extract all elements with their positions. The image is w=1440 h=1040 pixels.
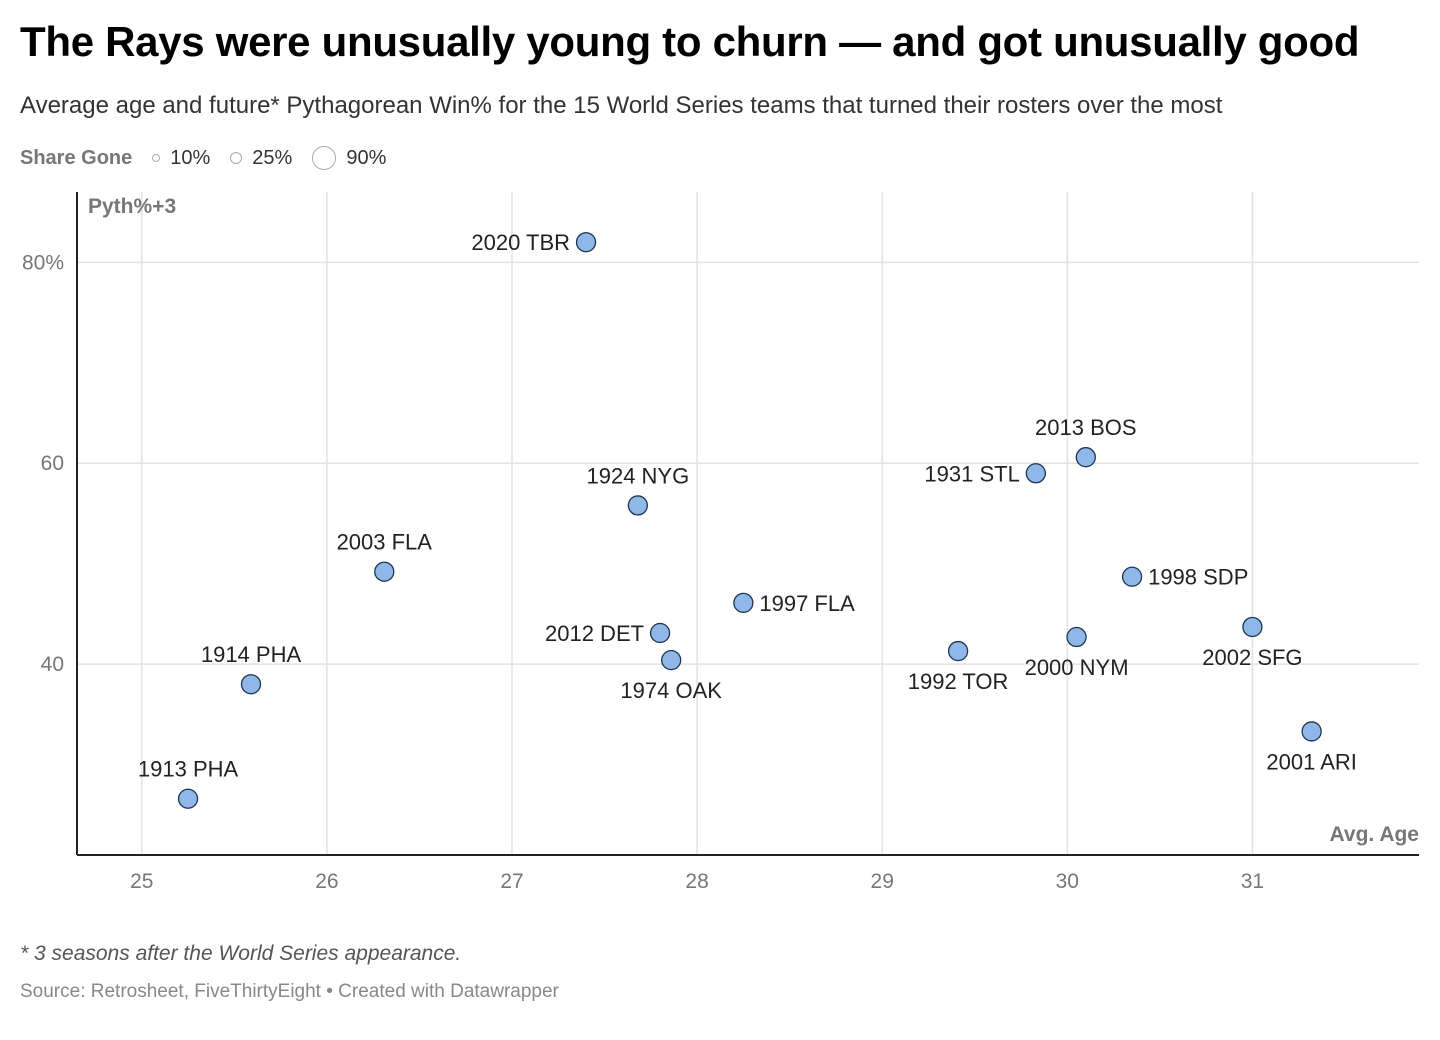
legend-item-large: 90% <box>312 146 386 170</box>
data-labels: 2020 TBR 2013 BOS 1931 STL 1924 NYG 2003 FLA… <box>138 230 1357 782</box>
grid-lines <box>77 192 1419 855</box>
data-point[interactable] <box>240 674 262 695</box>
data-point[interactable] <box>1242 616 1263 638</box>
data-point[interactable] <box>1301 721 1322 742</box>
data-point[interactable] <box>1121 566 1143 587</box>
x-tick-label: 28 <box>685 870 708 893</box>
data-label: 1992 TOR <box>908 669 1009 694</box>
legend-label-small: 10% <box>170 146 211 169</box>
data-label: 2013 BOS <box>1035 415 1137 440</box>
y-tick-labels: 40 60 80% <box>22 251 64 676</box>
data-label: 2000 NYM <box>1025 655 1129 680</box>
y-tick-label: 80% <box>22 251 64 274</box>
legend-circle-small-icon <box>152 154 161 162</box>
data-label: 2020 TBR <box>471 230 570 255</box>
data-point[interactable] <box>1075 447 1096 468</box>
x-tick-label: 30 <box>1056 870 1079 893</box>
data-label: 1924 NYG <box>586 463 689 488</box>
x-tick-labels: 25 26 27 28 29 30 31 <box>130 870 1264 893</box>
data-label: 2003 FLA <box>337 530 433 555</box>
y-axis-title: Pyth%+3 <box>88 195 176 218</box>
data-label: 1913 PHA <box>138 757 239 782</box>
data-label: 1914 PHA <box>201 642 302 667</box>
data-point[interactable] <box>947 640 969 662</box>
data-points <box>177 232 1322 809</box>
data-point[interactable] <box>374 561 395 582</box>
y-tick-label: 40 <box>41 653 64 676</box>
legend-circle-medium-icon <box>230 152 243 164</box>
data-point[interactable] <box>575 232 597 253</box>
data-label: 1931 STL <box>924 461 1019 486</box>
data-point[interactable] <box>649 622 671 644</box>
axes <box>76 192 1419 856</box>
x-axis-title: Avg. Age <box>1330 823 1419 846</box>
size-legend: Share Gone 10% 25% 90% <box>20 144 406 172</box>
data-label: 1997 FLA <box>759 591 855 616</box>
legend-circle-large-icon <box>312 146 337 170</box>
data-point[interactable] <box>177 788 199 809</box>
x-tick-label: 29 <box>871 870 894 893</box>
source-line: Source: Retrosheet, FiveThirtyEight • Cr… <box>20 981 559 1002</box>
chart-subtitle: Average age and future* Pythagorean Win%… <box>20 92 1223 119</box>
data-label: 2001 ARI <box>1266 749 1357 774</box>
data-label: 2002 SFG <box>1202 645 1302 670</box>
data-point[interactable] <box>1066 626 1087 648</box>
data-label: 2012 DET <box>545 621 644 646</box>
x-tick-label: 27 <box>500 870 523 893</box>
data-label: 1974 OAK <box>620 678 722 703</box>
legend-label-large: 90% <box>346 146 387 169</box>
x-tick-label: 31 <box>1241 870 1264 893</box>
data-point[interactable] <box>627 495 649 516</box>
data-point[interactable] <box>661 649 682 671</box>
legend-item-small: 10% <box>152 147 210 170</box>
data-point[interactable] <box>1025 463 1046 484</box>
x-tick-label: 26 <box>315 870 338 893</box>
data-label: 1998 SDP <box>1148 565 1248 590</box>
y-tick-label: 60 <box>41 452 64 475</box>
data-point[interactable] <box>733 592 754 614</box>
x-tick-label: 25 <box>130 870 153 893</box>
footnote: * 3 seasons after the World Series appea… <box>20 942 462 965</box>
legend-item-medium: 25% <box>230 147 292 170</box>
legend-label-medium: 25% <box>252 146 293 169</box>
chart-title: The Rays were unusually young to churn —… <box>20 18 1360 65</box>
legend-title: Share Gone <box>20 146 133 169</box>
